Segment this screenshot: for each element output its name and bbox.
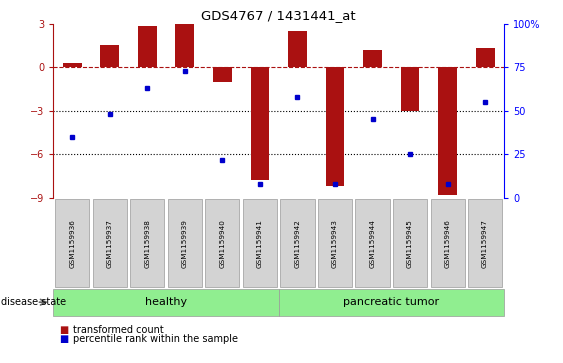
Text: GSM1159943: GSM1159943 <box>332 219 338 268</box>
Title: GDS4767 / 1431441_at: GDS4767 / 1431441_at <box>202 9 356 23</box>
Bar <box>213 67 232 82</box>
Bar <box>288 31 307 67</box>
Text: ■: ■ <box>59 325 68 335</box>
Text: disease state: disease state <box>1 297 66 307</box>
Bar <box>251 67 269 180</box>
Bar <box>476 48 494 67</box>
Bar <box>363 50 382 67</box>
Text: pancreatic tumor: pancreatic tumor <box>343 297 439 307</box>
Text: transformed count: transformed count <box>73 325 164 335</box>
Text: GSM1159946: GSM1159946 <box>445 219 450 268</box>
Text: GSM1159942: GSM1159942 <box>294 219 301 268</box>
Text: GSM1159941: GSM1159941 <box>257 219 263 268</box>
Text: GSM1159945: GSM1159945 <box>407 219 413 268</box>
Text: GSM1159937: GSM1159937 <box>107 219 113 268</box>
Bar <box>438 67 457 195</box>
Text: ■: ■ <box>59 334 68 344</box>
Text: percentile rank within the sample: percentile rank within the sample <box>73 334 238 344</box>
Bar <box>63 63 82 67</box>
Bar <box>100 45 119 67</box>
Bar <box>138 26 157 67</box>
Text: GSM1159940: GSM1159940 <box>220 219 225 268</box>
Text: GSM1159939: GSM1159939 <box>182 219 188 268</box>
Bar <box>176 24 194 67</box>
Text: GSM1159936: GSM1159936 <box>69 219 75 268</box>
Text: GSM1159944: GSM1159944 <box>369 219 376 268</box>
Text: healthy: healthy <box>145 297 187 307</box>
Text: GSM1159938: GSM1159938 <box>144 219 150 268</box>
Text: GSM1159947: GSM1159947 <box>482 219 488 268</box>
Bar <box>325 67 345 186</box>
Bar <box>401 67 419 111</box>
